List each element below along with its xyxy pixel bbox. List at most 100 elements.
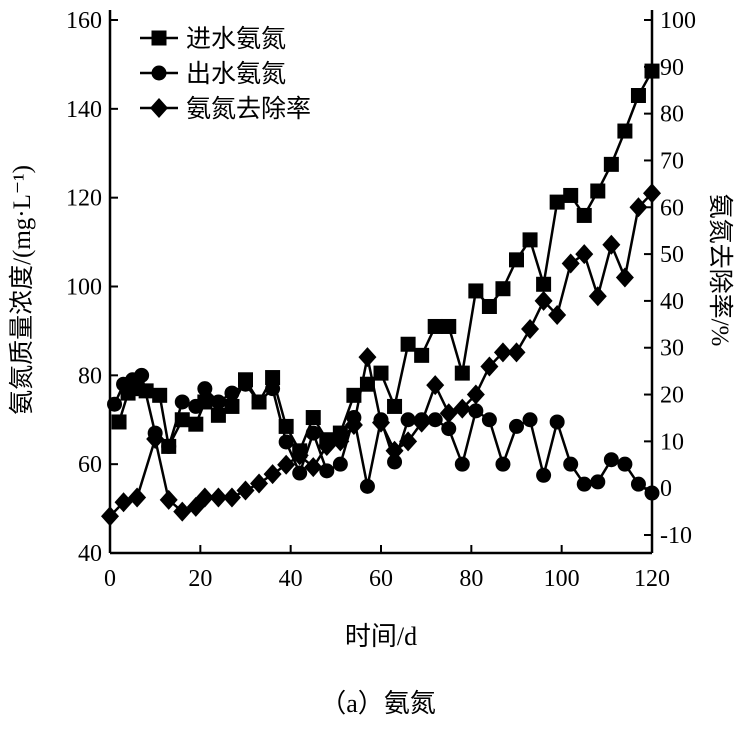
data-point: [441, 318, 457, 334]
data-point: [509, 418, 524, 434]
data-point: [575, 244, 594, 265]
data-point: [603, 452, 619, 468]
data-point: [468, 283, 484, 299]
data-point: [630, 88, 646, 104]
data-point: [222, 487, 241, 508]
data-point: [468, 403, 484, 419]
data-point: [480, 356, 499, 377]
data-point: [522, 412, 538, 428]
data-point: [210, 394, 226, 410]
data-point: [319, 463, 335, 479]
legend-marker: [151, 30, 167, 46]
data-point: [373, 365, 389, 381]
right-y-tick-label: 60: [660, 195, 684, 221]
data-point: [358, 347, 377, 368]
series-circle: [107, 367, 660, 501]
data-point: [617, 456, 633, 472]
data-point: [188, 416, 204, 432]
data-point: [195, 487, 214, 508]
data-point: [305, 410, 321, 426]
legend-label: 进水氨氮: [186, 25, 286, 53]
data-point: [344, 414, 363, 435]
data-point: [197, 381, 213, 397]
data-point: [466, 384, 485, 405]
data-point: [278, 434, 294, 450]
data-point: [101, 506, 119, 527]
data-point: [588, 286, 607, 307]
data-point: [385, 440, 404, 461]
data-point: [495, 456, 511, 472]
data-point: [292, 465, 308, 481]
caption: （a）氨氮: [320, 689, 436, 718]
legend-marker: [150, 98, 168, 118]
series-line: [113, 373, 653, 495]
series-layer: [101, 63, 661, 527]
data-point: [161, 438, 177, 454]
data-point: [224, 398, 240, 414]
legend-label: 出水氨氮: [186, 60, 286, 88]
data-point: [427, 412, 443, 428]
data-point: [224, 385, 240, 401]
right-y-tick-label: 100: [660, 8, 696, 34]
data-point: [495, 281, 511, 297]
data-point: [304, 457, 323, 478]
left-y-tick-label: 120: [66, 186, 102, 212]
x-tick-label: 80: [459, 566, 483, 592]
data-point: [602, 234, 621, 255]
data-point: [534, 290, 553, 311]
data-point: [209, 487, 228, 508]
data-point: [576, 476, 592, 492]
data-point: [331, 431, 350, 452]
data-point: [603, 156, 619, 172]
axes: 0 20 40 60 80 100 120 40 60 80 100 120 140 160 -10 0 10 2…: [66, 8, 696, 592]
right-axis-label: 氨氮去除率/%: [706, 194, 734, 347]
data-point: [238, 376, 253, 392]
data-point: [305, 425, 321, 441]
data-point: [251, 394, 267, 410]
x-tick-label: 60: [369, 566, 393, 592]
right-y-tick-label: 70: [660, 148, 684, 174]
data-point: [454, 456, 470, 472]
data-point: [372, 412, 390, 433]
data-point: [507, 342, 526, 363]
left-y-tick-label: 80: [78, 363, 102, 389]
data-point: [536, 467, 552, 483]
data-point: [643, 183, 661, 204]
data-point: [174, 394, 190, 410]
left-y-tick-label: 40: [78, 541, 102, 567]
data-point: [152, 387, 168, 403]
data-point: [387, 454, 403, 470]
data-point: [536, 276, 552, 292]
right-y-tick-label: 20: [660, 383, 684, 409]
data-point: [644, 63, 660, 79]
data-point: [146, 429, 165, 450]
data-point: [188, 398, 204, 414]
data-point: [563, 456, 579, 472]
x-tick-label: 40: [279, 566, 303, 592]
left-y-tick-label: 140: [66, 97, 102, 123]
data-point: [493, 342, 512, 363]
data-point: [509, 252, 524, 268]
data-point: [426, 375, 445, 396]
data-point: [563, 187, 579, 203]
data-point: [481, 298, 497, 314]
data-point: [427, 318, 443, 334]
legend-marker: [151, 65, 167, 81]
data-point: [454, 365, 470, 381]
data-point: [159, 489, 178, 510]
data-point: [481, 412, 497, 428]
data-point: [522, 232, 538, 248]
right-y-tick-label: -10: [660, 523, 692, 549]
data-point: [359, 478, 375, 494]
data-point: [387, 398, 403, 414]
data-point: [265, 370, 281, 386]
data-point: [576, 207, 592, 223]
data-point: [107, 396, 123, 412]
data-point: [548, 304, 567, 325]
data-point: [453, 398, 472, 419]
x-axis-label: 时间/d: [345, 622, 417, 651]
data-point: [265, 381, 281, 397]
data-point: [399, 431, 418, 452]
data-point: [277, 454, 296, 475]
